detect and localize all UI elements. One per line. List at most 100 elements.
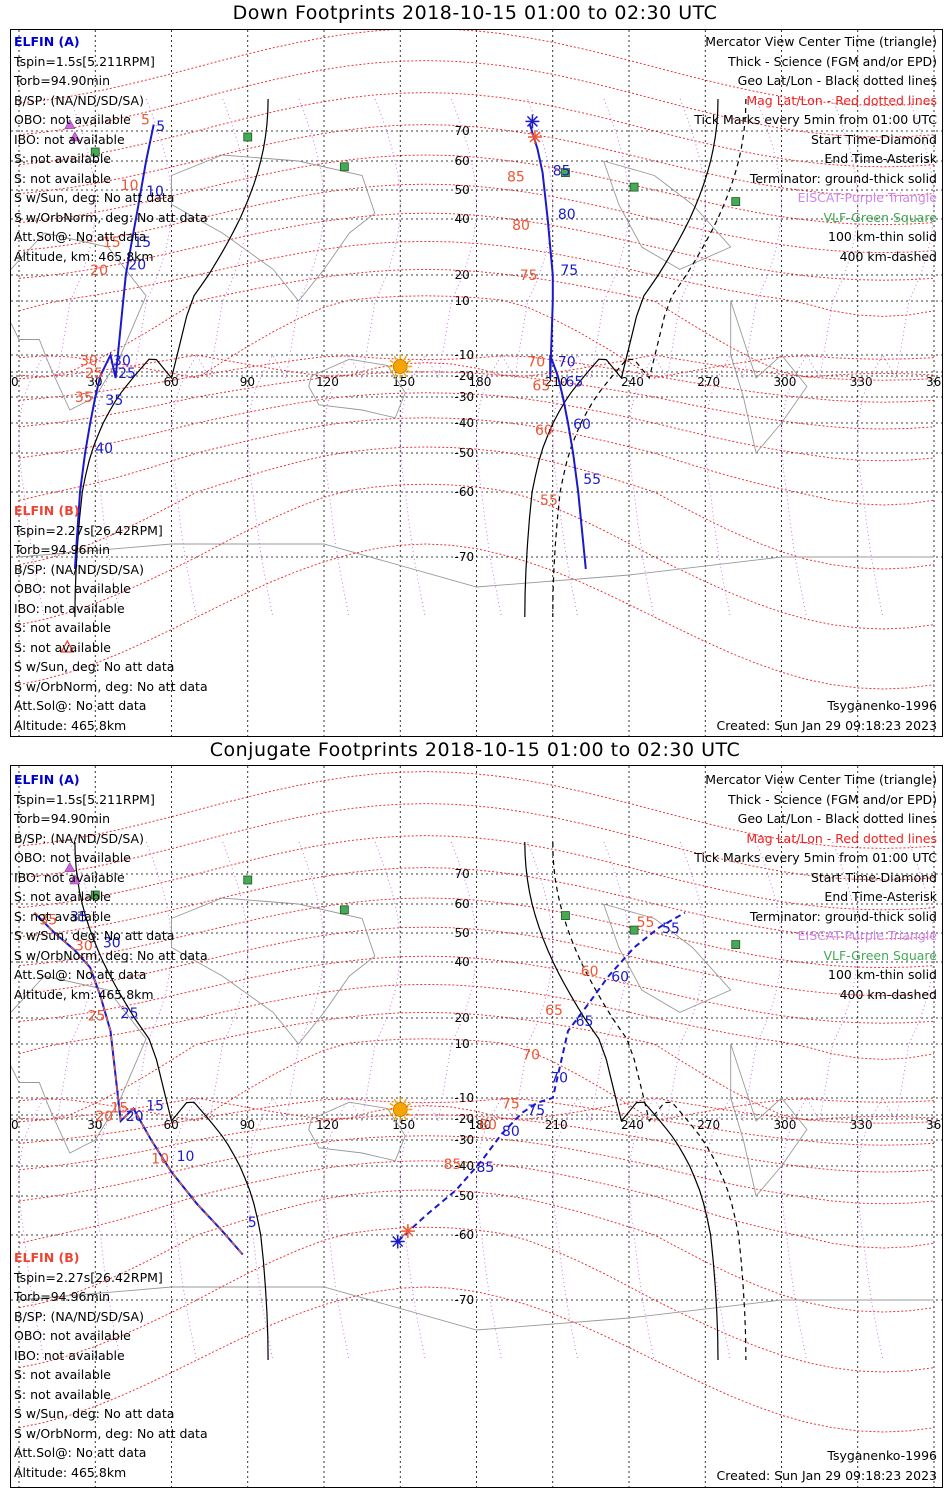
mag-lon-line (704, 841, 782, 1361)
legend-line: 400 km-dashed (839, 986, 937, 1002)
mag-lon-line (781, 841, 859, 1361)
mag-lon-line (399, 98, 477, 618)
end-time-asterisk-icon (392, 1235, 404, 1248)
mag-lat-line (18, 446, 935, 570)
legend: Mercator View Center Time (triangle) Thi… (694, 32, 937, 266)
sun-ray (393, 355, 397, 360)
lon-tick-label: 300 (774, 1118, 797, 1132)
track-a-mag-time-label: 65 (532, 379, 550, 395)
footer-right: Tsyganenko-1996 Created: Sun Jan 29 09:1… (717, 1446, 937, 1485)
info-line: S: not available (14, 639, 111, 655)
vlf-station-marker (339, 905, 349, 915)
lat-tick-label: -60 (455, 1228, 475, 1242)
info-line: B/SP: (NA/ND/SD/SA) (14, 1308, 144, 1324)
lat-tick-label: -50 (455, 1189, 475, 1203)
vlf-station-marker (339, 162, 349, 172)
track-time-label: 30 (113, 354, 131, 370)
mag-lat-line (18, 483, 935, 630)
mag-lon-line (323, 841, 401, 1361)
panel-down-footprints: 0306090120150180210240270300330360706050… (10, 29, 943, 737)
track-time-label: 5 (156, 119, 165, 135)
lat-tick-label: 50 (455, 183, 470, 197)
lon-tick-label: 240 (621, 1118, 644, 1132)
info-line: S: not available (14, 889, 111, 904)
eiscat-marker (69, 131, 81, 142)
lon-tick-label: 330 (850, 1118, 873, 1132)
mag-lat-line (18, 1286, 935, 1433)
track-time-label: 25 (118, 366, 136, 382)
lat-tick-label: -70 (455, 1293, 475, 1307)
mag-lon-line (781, 98, 859, 618)
info-line: S: not available (14, 1367, 111, 1382)
lat-tick-label: 70 (455, 124, 470, 138)
track-time-label: 65 (565, 375, 583, 391)
sun-icon (392, 1102, 408, 1117)
track-time-label: 20 (126, 1109, 144, 1125)
eiscat-marker (64, 118, 76, 129)
coastline (11, 232, 147, 411)
track-time-label: 75 (527, 1103, 545, 1119)
lon-tick-label: 270 (697, 1118, 720, 1132)
info-line: Altitude: 465.8km (14, 1464, 127, 1480)
info-line: Torb=94.96min (14, 1289, 111, 1304)
start-time-asterisk-icon (529, 131, 541, 143)
info-line: B/SP: (NA/ND/SD/SA) (14, 830, 144, 846)
mag-lon-line (18, 841, 96, 1361)
legend-line: Mag Lat/Lon - Red dotted lines (746, 830, 937, 846)
track-a-mag-time-label: 80 (479, 1118, 497, 1134)
mag-lat-line (18, 30, 935, 106)
terminator-line (552, 98, 747, 618)
coastline (308, 1101, 406, 1162)
lat-tick-label: 10 (455, 1037, 470, 1051)
track-time-label: 55 (583, 472, 601, 488)
legend-line: VLF-Green Square (823, 947, 937, 963)
terminator-line (552, 841, 747, 1361)
info-line: S w/Sun, deg: No att data (14, 659, 175, 674)
vlf-station-marker (90, 147, 100, 157)
mag-lat-line (18, 295, 935, 379)
track-time-label: 75 (560, 263, 578, 279)
track-time-label: 5 (248, 1215, 257, 1231)
info-line: IBO: not available (14, 600, 125, 616)
legend-line: Thick - Science (FGM and/or EPD) (728, 53, 937, 69)
lat-tick-label: -20 (455, 1112, 475, 1126)
created-label: Created: Sun Jan 29 09:18:23 2023 (716, 717, 937, 733)
legend-line: Terminator: ground-thick solid (749, 908, 937, 924)
mag-lon-line (552, 98, 630, 618)
vlf-station-marker (731, 197, 741, 207)
track-elfin-a (528, 124, 587, 570)
lat-tick-label: 70 (455, 867, 470, 881)
elfin-a-info: ELFIN (A) Tspin=1.5s[5.211RPM] Torb=94.9… (14, 32, 208, 266)
info-line: OBO: not available (14, 112, 131, 127)
sun-ray (389, 1102, 394, 1107)
lat-tick-label: 20 (455, 268, 470, 282)
info-line: IBO: not available (14, 1347, 125, 1363)
lon-tick-label: 360 (926, 1118, 942, 1132)
legend-line: Geo Lat/Lon - Black dotted lines (737, 811, 937, 826)
mag-lon-line (628, 98, 706, 618)
mag-lat-line (18, 1038, 935, 1122)
track-time-label: 35 (105, 393, 123, 409)
view-center-triangle-icon (60, 639, 75, 653)
info-line: S: not available (14, 620, 111, 635)
info-line: S: not available (14, 908, 111, 924)
start-time-asterisk-icon (402, 1225, 414, 1237)
track-time-label: 70 (558, 355, 576, 371)
track-b-mag-time-label: 25 (85, 366, 103, 382)
sun-ray (403, 373, 407, 378)
lon-tick-label: 300 (774, 375, 797, 389)
mag-lon-line (247, 841, 325, 1361)
info-line: S: not available (14, 151, 111, 166)
mag-lat-line (18, 1226, 935, 1373)
track-time-label: 15 (146, 1099, 164, 1115)
mag-lat-line (18, 771, 935, 849)
track-time-label: 85 (477, 1160, 495, 1176)
lon-tick-label: 0 (11, 375, 19, 389)
mag-lat-line (18, 1189, 935, 1313)
track-time-label: 10 (177, 1149, 195, 1165)
info-line: Att.Sol@: No att data (14, 229, 147, 244)
info-line: IBO: not available (14, 131, 125, 147)
lat-tick-label: 50 (455, 926, 470, 940)
track-a-mag-time-label: 70 (527, 355, 545, 371)
track-b-mag-time-label: 35 (75, 390, 93, 406)
